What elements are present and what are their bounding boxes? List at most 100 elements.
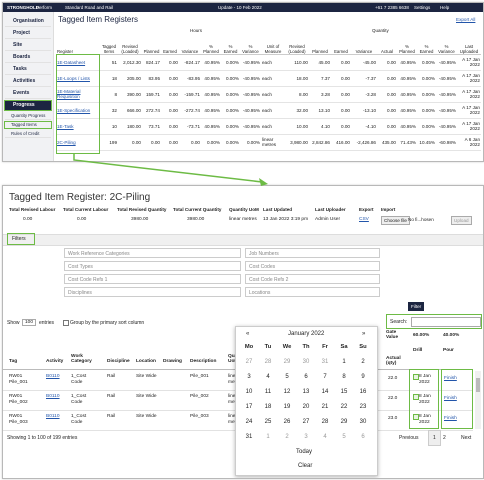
register-link[interactable]: 1E-Loops / Lists [56, 70, 100, 87]
pager-button[interactable]: 1 [428, 430, 441, 446]
scroll-thumb[interactable] [476, 378, 480, 392]
settings[interactable]: Settings [414, 5, 431, 10]
filter-field[interactable]: Disciplines [64, 287, 241, 297]
filter-field[interactable]: Work Reference Categories [64, 248, 241, 258]
date-check[interactable] [413, 414, 419, 420]
day[interactable]: 9 [361, 374, 365, 380]
cell[interactable]: B0110 [46, 394, 60, 399]
day[interactable]: 7 [323, 374, 327, 380]
day[interactable]: 15 [340, 389, 348, 395]
day[interactable]: 20 [302, 404, 310, 410]
sidebar-item[interactable]: Activities [5, 76, 51, 87]
export-all[interactable]: Export All [456, 17, 476, 22]
day[interactable]: 22 [340, 404, 348, 410]
day[interactable]: 3 [304, 434, 308, 440]
day[interactable]: 31 [245, 434, 253, 440]
search-input[interactable] [411, 317, 481, 327]
day[interactable]: 6 [304, 374, 308, 380]
status-link[interactable]: Finish [444, 416, 457, 421]
filter-field[interactable]: Cost Types [64, 261, 241, 271]
day[interactable]: 17 [245, 404, 253, 410]
day[interactable]: 12 [283, 389, 291, 395]
sidebar-item[interactable]: Site [5, 40, 51, 51]
calendar-prev[interactable]: « [246, 331, 250, 337]
clear-button[interactable]: Clear [298, 463, 313, 469]
sidebar-item[interactable]: Events [5, 88, 51, 99]
cell: 18.00 [285, 70, 309, 87]
sidebar-item[interactable]: Project [5, 28, 51, 39]
today-button[interactable]: Today [296, 449, 313, 455]
upload-button[interactable]: Upload [451, 216, 472, 225]
checkbox[interactable] [63, 320, 69, 326]
day[interactable]: 11 [264, 389, 272, 395]
help[interactable]: Help [440, 5, 450, 10]
filter-field[interactable]: Job Numbers [245, 248, 380, 258]
day[interactable]: 14 [321, 389, 329, 395]
sidebar-item[interactable]: Quantity Progress [5, 112, 51, 120]
day[interactable]: 28 [321, 419, 329, 425]
day[interactable]: 29 [283, 359, 291, 365]
day[interactable]: 29 [340, 419, 348, 425]
entries-select[interactable]: 100 [22, 319, 37, 326]
filters-toggle[interactable]: Filters [12, 236, 26, 242]
day[interactable]: 27 [302, 419, 310, 425]
day[interactable]: 19 [283, 404, 291, 410]
day[interactable]: 27 [245, 359, 253, 365]
sidebar-item[interactable]: Tasks [5, 64, 51, 75]
day[interactable]: 18 [264, 404, 272, 410]
day[interactable]: 2 [361, 359, 365, 365]
day[interactable]: 6 [361, 434, 365, 440]
day[interactable]: 23 [359, 404, 367, 410]
filter-field[interactable]: Cost Codes [245, 261, 380, 271]
register-row: 1E-Loops / Lists 18 205.00 83.95 0.00 -83.95 4… [56, 70, 481, 87]
pager-button[interactable]: 2 [443, 435, 446, 441]
day[interactable]: 4 [266, 374, 270, 380]
day[interactable]: 21 [321, 404, 329, 410]
day[interactable]: 16 [359, 389, 367, 395]
cell[interactable]: B0110 [46, 414, 60, 419]
status-link[interactable]: Finish [444, 376, 457, 381]
day[interactable]: 3 [247, 374, 251, 380]
status-link[interactable]: Finish [444, 396, 457, 401]
summary-value[interactable]: CSV [359, 217, 369, 222]
day[interactable]: 30 [359, 419, 367, 425]
cell[interactable]: B0110 [46, 374, 60, 379]
sidebar-item[interactable]: Organisation [5, 16, 51, 27]
filter-field[interactable]: Cost Code Refs 2 [245, 274, 380, 284]
day[interactable]: 28 [264, 359, 272, 365]
pager-button[interactable]: Previous [399, 435, 419, 441]
day[interactable]: 1 [342, 359, 346, 365]
day[interactable]: 4 [323, 434, 327, 440]
sidebar-item[interactable]: Rules of Credit [5, 130, 51, 138]
date-check[interactable] [413, 374, 419, 380]
date-check[interactable] [413, 394, 419, 400]
register-link[interactable]: 1E-Specification [56, 102, 100, 119]
cell: 0.00% [201, 134, 221, 151]
day[interactable]: 2 [285, 434, 289, 440]
cell: RW01 Pile_003 [9, 414, 28, 425]
register-link[interactable]: 2C-Piling [56, 134, 100, 151]
day[interactable]: 31 [321, 359, 329, 365]
cell: -40.95% [436, 118, 457, 135]
day[interactable]: 26 [283, 419, 291, 425]
register-link[interactable]: 1E-Material Requisition [56, 86, 100, 103]
choose-file[interactable]: Choose file [381, 216, 410, 225]
sidebar-item[interactable]: Boards [5, 52, 51, 63]
day[interactable]: 13 [302, 389, 310, 395]
filter-button[interactable]: Filter [408, 302, 425, 311]
register-link[interactable]: 1E-Task [56, 118, 100, 135]
day[interactable]: 1 [266, 434, 270, 440]
day[interactable]: 10 [245, 389, 253, 395]
day[interactable]: 25 [264, 419, 272, 425]
filter-field[interactable]: Locations [245, 287, 380, 297]
day[interactable]: 8 [342, 374, 346, 380]
register-link[interactable]: 1E-Datasheet [56, 54, 100, 71]
calendar-next[interactable]: » [362, 331, 366, 337]
day[interactable]: 5 [342, 434, 346, 440]
filter-field[interactable]: Cost Code Refs 1 [64, 274, 241, 284]
pager-button[interactable]: Next [461, 435, 472, 441]
day[interactable]: 30 [302, 359, 310, 365]
day[interactable]: 24 [245, 419, 253, 425]
day[interactable]: 5 [285, 374, 289, 380]
project-select[interactable]: Standard Road and Rail [65, 5, 114, 10]
